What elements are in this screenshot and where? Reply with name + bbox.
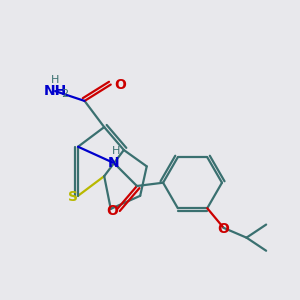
Text: H: H	[51, 75, 59, 85]
Text: H: H	[112, 146, 121, 156]
Text: O: O	[114, 78, 126, 92]
Text: O: O	[218, 223, 230, 236]
Text: O: O	[106, 203, 118, 218]
Text: S: S	[68, 190, 78, 204]
Text: NH: NH	[44, 84, 67, 98]
Text: N: N	[108, 156, 120, 170]
Text: 2: 2	[61, 89, 68, 99]
